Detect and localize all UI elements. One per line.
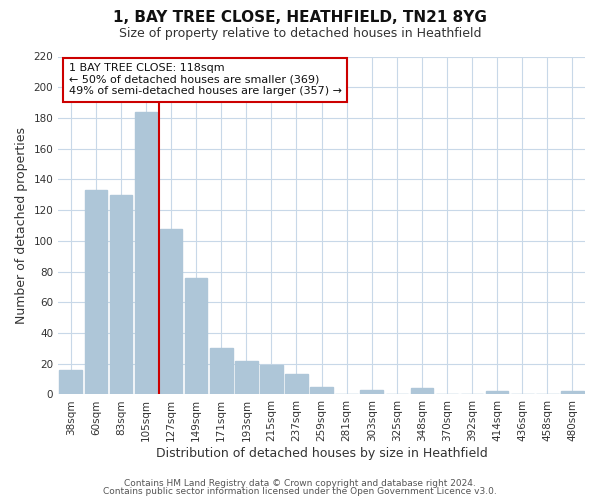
Bar	[486, 392, 508, 394]
Text: 1, BAY TREE CLOSE, HEATHFIELD, TN21 8YG: 1, BAY TREE CLOSE, HEATHFIELD, TN21 8YG	[113, 10, 487, 25]
Text: Contains public sector information licensed under the Open Government Licence v3: Contains public sector information licen…	[103, 487, 497, 496]
X-axis label: Distribution of detached houses by size in Heathfield: Distribution of detached houses by size …	[156, 447, 487, 460]
Bar	[260, 366, 283, 394]
Bar	[59, 370, 82, 394]
Bar	[85, 190, 107, 394]
Bar	[410, 388, 433, 394]
Text: Size of property relative to detached houses in Heathfield: Size of property relative to detached ho…	[119, 28, 481, 40]
Bar	[210, 348, 233, 395]
Bar	[285, 374, 308, 394]
Text: Contains HM Land Registry data © Crown copyright and database right 2024.: Contains HM Land Registry data © Crown c…	[124, 478, 476, 488]
Bar	[134, 112, 157, 395]
Bar	[361, 390, 383, 394]
Y-axis label: Number of detached properties: Number of detached properties	[15, 127, 28, 324]
Bar	[235, 360, 257, 394]
Bar	[310, 387, 333, 394]
Bar	[160, 228, 182, 394]
Bar	[110, 195, 132, 394]
Bar	[561, 392, 584, 394]
Text: 1 BAY TREE CLOSE: 118sqm
← 50% of detached houses are smaller (369)
49% of semi-: 1 BAY TREE CLOSE: 118sqm ← 50% of detach…	[69, 64, 342, 96]
Bar	[185, 278, 208, 394]
